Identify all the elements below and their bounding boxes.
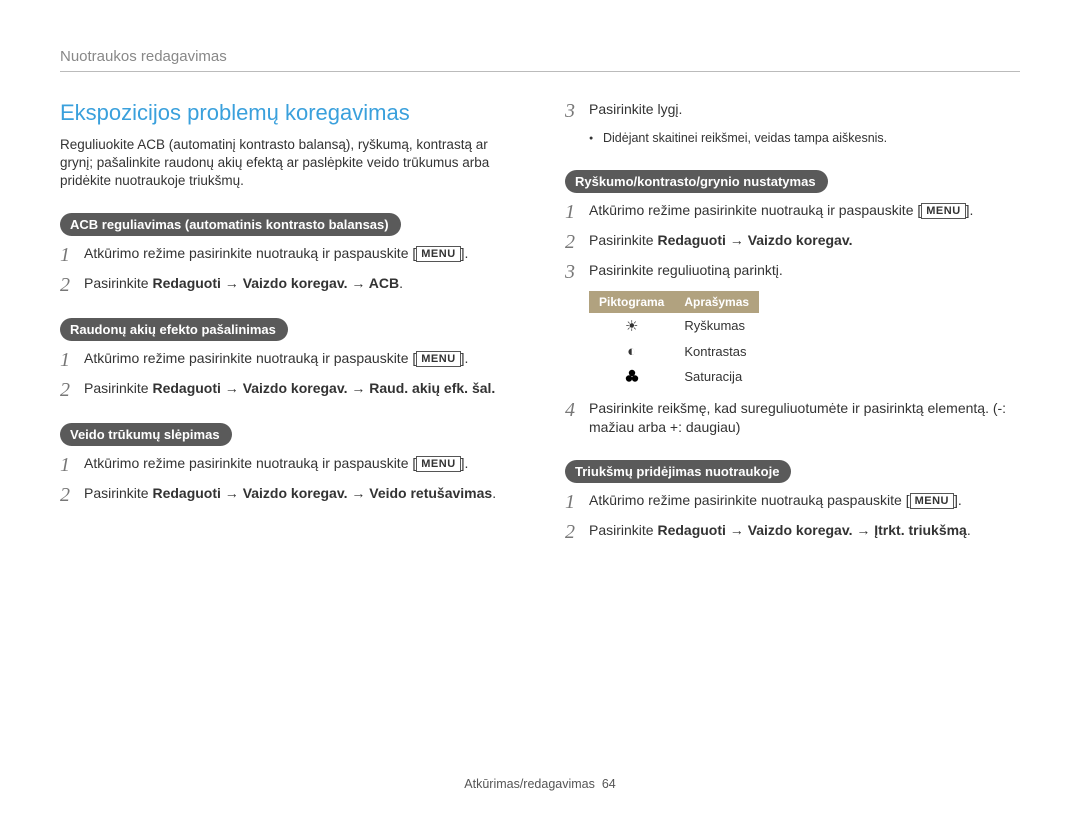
step-bold: Redaguoti → Vaizdo koregav.: [657, 232, 852, 248]
step-text: Pasirinkite reikšmę, kad sureguliuotumėt…: [589, 399, 1020, 438]
step: 3 Pasirinkite lygį.: [565, 100, 1020, 122]
step-text: .: [399, 275, 403, 291]
menu-key-icon: MENU: [416, 456, 460, 472]
bullet: Didėjant skaitinei reikšmei, veidas tamp…: [589, 130, 1020, 148]
step-number: 1: [60, 454, 84, 476]
section-pill-acb: ACB reguliavimas (automatinis kontrasto …: [60, 213, 401, 236]
step: 1 Atkūrimo režime pasirinkite nuotrauką …: [565, 201, 1020, 223]
footer-label: Atkūrimas/redagavimas: [464, 777, 595, 791]
step-number: 4: [565, 399, 589, 421]
step: 4 Pasirinkite reikšmę, kad sureguliuotum…: [565, 399, 1020, 438]
step-number: 2: [60, 274, 84, 296]
step-text: Atkūrimo režime pasirinkite nuotrauką ir…: [589, 202, 921, 218]
menu-key-icon: MENU: [921, 203, 965, 219]
step: 3 Pasirinkite reguliuotiną parinktį.: [565, 261, 1020, 283]
step: 2 Pasirinkite Redaguoti → Vaizdo koregav…: [60, 484, 515, 506]
step-text: Pasirinkite: [589, 522, 657, 538]
table-cell: Ryškumas: [674, 313, 759, 339]
right-column: 3 Pasirinkite lygį. Didėjant skaitinei r…: [565, 100, 1020, 551]
step-text: ].: [966, 202, 974, 218]
step-text: .: [967, 522, 971, 538]
table-header: Piktograma: [589, 291, 674, 313]
saturation-icon: [624, 368, 640, 385]
section-pill-redeye: Raudonų akių efekto pašalinimas: [60, 318, 288, 341]
menu-key-icon: MENU: [416, 351, 460, 367]
step-text: Atkūrimo režime pasirinkite nuotrauką ir…: [84, 350, 416, 366]
step-number: 2: [60, 484, 84, 506]
step-text: Pasirinkite reguliuotiną parinktį.: [589, 261, 1020, 281]
step-number: 2: [565, 521, 589, 543]
step: 2 Pasirinkite Redaguoti → Vaizdo koregav…: [565, 231, 1020, 253]
page-title: Ekspozicijos problemų koregavimas: [60, 100, 515, 126]
step-text: Pasirinkite: [84, 275, 152, 291]
options-table: Piktograma Aprašymas ☀ Ryškumas ◐ Kontra…: [589, 291, 759, 389]
step-number: 2: [60, 379, 84, 401]
step: 1 Atkūrimo režime pasirinkite nuotrauką …: [60, 349, 515, 371]
step-bold: Redaguoti → Vaizdo koregav. → Raud. akių…: [152, 380, 495, 396]
table-row: ☀ Ryškumas: [589, 313, 759, 339]
menu-key-icon: MENU: [910, 493, 954, 509]
step-text: Pasirinkite: [84, 380, 152, 396]
table-row: Saturacija: [589, 364, 759, 389]
step: 1 Atkūrimo režime pasirinkite nuotrauką …: [60, 244, 515, 266]
section-pill-noise: Triukšmų pridėjimas nuotraukoje: [565, 460, 791, 483]
step-text: ].: [461, 350, 469, 366]
step-text: Pasirinkite lygį.: [589, 100, 1020, 120]
table-header: Aprašymas: [674, 291, 759, 313]
step-number: 3: [565, 261, 589, 283]
table-cell: Kontrastas: [674, 339, 759, 364]
step-text: ].: [461, 245, 469, 261]
step-bold: Redaguoti → Vaizdo koregav. → Įtrkt. tri…: [657, 522, 966, 538]
page-header: Nuotraukos redagavimas: [60, 48, 1020, 72]
brightness-icon: ☀: [625, 318, 638, 335]
step: 2 Pasirinkite Redaguoti → Vaizdo koregav…: [565, 521, 1020, 543]
section-pill-bcs: Ryškumo/kontrasto/grynio nustatymas: [565, 170, 828, 193]
menu-key-icon: MENU: [416, 246, 460, 262]
table-row: ◐ Kontrastas: [589, 339, 759, 364]
step-number: 3: [565, 100, 589, 122]
step: 2 Pasirinkite Redaguoti → Vaizdo koregav…: [60, 379, 515, 401]
table-cell: Saturacija: [674, 364, 759, 389]
step-text: Pasirinkite: [589, 232, 657, 248]
step-text: Pasirinkite: [84, 485, 152, 501]
step-number: 2: [565, 231, 589, 253]
footer-page-number: 64: [602, 777, 616, 791]
step: 2 Pasirinkite Redaguoti → Vaizdo koregav…: [60, 274, 515, 296]
step-number: 1: [565, 491, 589, 513]
step-text: Atkūrimo režime pasirinkite nuotrauką ir…: [84, 455, 416, 471]
bullet-text: Didėjant skaitinei reikšmei, veidas tamp…: [603, 130, 887, 148]
step-bold: Redaguoti → Vaizdo koregav. → Veido retu…: [152, 485, 492, 501]
step-number: 1: [60, 349, 84, 371]
step-text: Atkūrimo režime pasirinkite nuotrauką ir…: [84, 245, 416, 261]
step-number: 1: [565, 201, 589, 223]
step-number: 1: [60, 244, 84, 266]
step: 1 Atkūrimo režime pasirinkite nuotrauką …: [565, 491, 1020, 513]
step-text: ].: [461, 455, 469, 471]
section-pill-face: Veido trūkumų slėpimas: [60, 423, 232, 446]
step-text: Atkūrimo režime pasirinkite nuotrauką pa…: [589, 492, 910, 508]
step: 1 Atkūrimo režime pasirinkite nuotrauką …: [60, 454, 515, 476]
step-text: .: [492, 485, 496, 501]
step-bold: Redaguoti → Vaizdo koregav. → ACB: [152, 275, 399, 291]
step-text: ].: [954, 492, 962, 508]
contrast-icon: ◐: [627, 343, 636, 360]
intro-text: Reguliuokite ACB (automatinį kontrasto b…: [60, 136, 515, 191]
left-column: Ekspozicijos problemų koregavimas Reguli…: [60, 100, 515, 551]
page-footer: Atkūrimas/redagavimas 64: [0, 777, 1080, 791]
bullet-dot-icon: [589, 130, 603, 148]
